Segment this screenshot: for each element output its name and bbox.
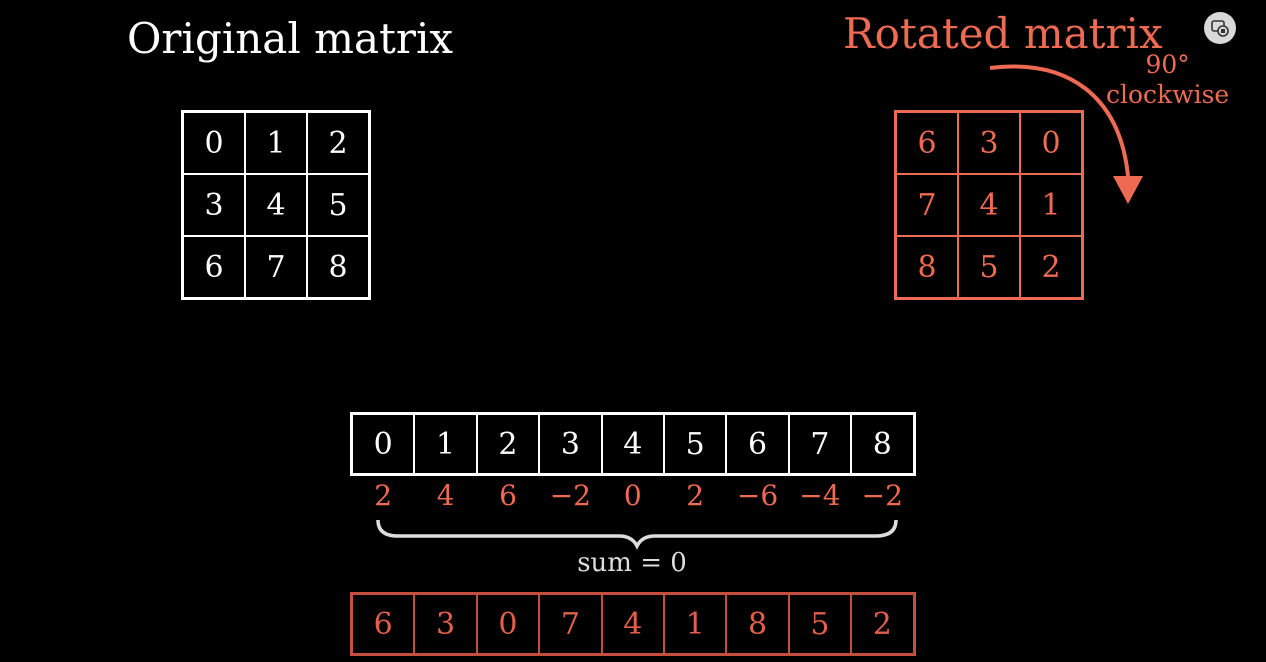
matrix-cell: 0: [183, 112, 245, 174]
matrix-cell: 7: [896, 174, 958, 236]
array-cell: 1: [663, 594, 727, 654]
array-cell: 3: [414, 594, 477, 654]
array-cell: 7: [788, 414, 852, 474]
rotated-matrix-title: Rotated matrix: [843, 9, 1163, 58]
sum-brace: [376, 519, 898, 550]
array-cell: 3: [539, 414, 602, 474]
difference-value: −2: [549, 479, 591, 512]
matrix-cell: 8: [896, 236, 958, 298]
difference-value: 4: [436, 479, 455, 512]
flattened-rotated-array: 6 3 0 7 4 1 8 5 2: [350, 592, 916, 656]
original-matrix: 0 1 2 3 4 5 6 7 8: [181, 110, 371, 300]
array-cell: 0: [476, 594, 540, 654]
matrix-cell: 3: [958, 112, 1020, 174]
array-cell: 4: [601, 414, 664, 474]
array-cell: 0: [352, 414, 415, 474]
matrix-cell: 7: [245, 236, 307, 298]
difference-value: 2: [374, 479, 393, 512]
array-cell: 8: [851, 414, 914, 474]
array-cell: 1: [414, 414, 477, 474]
matrix-cell: 1: [1020, 174, 1082, 236]
rotation-direction: clockwise: [1106, 80, 1230, 109]
rotation-degrees: 90°: [1145, 50, 1190, 79]
array-cell: 2: [851, 594, 914, 654]
sum-label: sum = 0: [577, 548, 687, 578]
matrix-cell: 1: [245, 112, 307, 174]
rotated-matrix: 6 3 0 7 4 1 8 5 2: [894, 110, 1084, 300]
difference-value: −6: [736, 479, 779, 512]
matrix-cell: 2: [1020, 236, 1082, 298]
matrix-cell: 5: [307, 174, 369, 236]
matrix-cell: 3: [183, 174, 245, 236]
array-cell: 2: [476, 414, 540, 474]
difference-value: 2: [686, 479, 705, 512]
matrix-cell: 4: [245, 174, 307, 236]
flattened-original-array: 0 1 2 3 4 5 6 7 8: [350, 412, 916, 476]
matrix-cell: 5: [958, 236, 1020, 298]
matrix-cell: 4: [958, 174, 1020, 236]
matrix-cell: 0: [1020, 112, 1082, 174]
rotation-arrow-icon: [989, 64, 1143, 204]
array-cell: 7: [539, 594, 602, 654]
array-cell: 5: [788, 594, 852, 654]
matrix-cell: 6: [183, 236, 245, 298]
array-cell: 6: [726, 414, 789, 474]
array-cell: 8: [726, 594, 789, 654]
matrix-cell: 2: [307, 112, 369, 174]
rotation-label: 90° clockwise: [1106, 50, 1229, 110]
matrix-cell: 6: [896, 112, 958, 174]
difference-values: 2 4 6 −2 0 2 −6 −4 −2: [352, 478, 916, 514]
difference-value: −2: [861, 479, 903, 512]
matrix-cell: 8: [307, 236, 369, 298]
array-cell: 5: [663, 414, 727, 474]
corner-overlay-button[interactable]: [1204, 12, 1236, 44]
array-cell: 6: [352, 594, 415, 654]
original-matrix-title: Original matrix: [127, 14, 454, 63]
difference-value: 0: [623, 479, 642, 512]
cast-to-screen-icon: [1211, 20, 1229, 37]
array-cell: 4: [601, 594, 664, 654]
difference-value: 6: [499, 479, 517, 512]
difference-value: −4: [799, 479, 841, 512]
